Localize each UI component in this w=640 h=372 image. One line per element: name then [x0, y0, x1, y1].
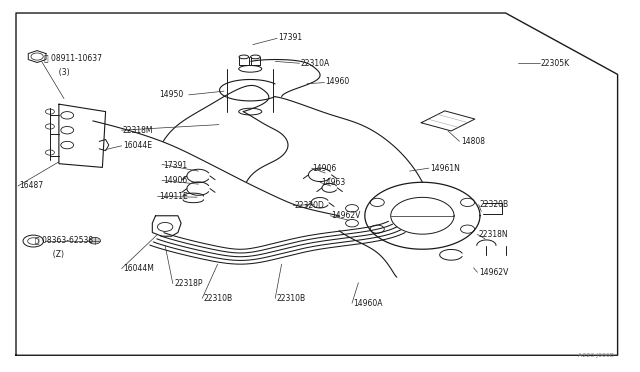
Circle shape	[89, 237, 100, 244]
Text: A223 J006B: A223 J006B	[579, 353, 614, 358]
Circle shape	[370, 225, 384, 233]
Text: 14960A: 14960A	[353, 299, 383, 308]
Text: 14962V: 14962V	[332, 211, 361, 220]
Circle shape	[461, 225, 475, 233]
Text: 14950: 14950	[159, 90, 183, 99]
Circle shape	[61, 126, 74, 134]
Text: 22310B: 22310B	[204, 294, 233, 303]
Text: 14963: 14963	[321, 178, 346, 187]
Text: (3): (3)	[54, 68, 70, 77]
Text: 22318P: 22318P	[174, 279, 203, 288]
Circle shape	[61, 112, 74, 119]
Circle shape	[370, 198, 384, 206]
Text: 16487: 16487	[19, 182, 44, 190]
Text: 22318N: 22318N	[479, 230, 508, 239]
Circle shape	[45, 109, 54, 114]
Text: 14962V: 14962V	[479, 268, 508, 277]
Text: 22320D: 22320D	[294, 201, 324, 210]
Text: 17391: 17391	[278, 33, 303, 42]
Text: 22310B: 22310B	[276, 294, 306, 303]
Text: 14911E: 14911E	[159, 192, 188, 201]
Text: 22320B: 22320B	[480, 200, 509, 209]
Text: 14960: 14960	[325, 77, 349, 86]
Text: 22305K: 22305K	[541, 59, 570, 68]
Circle shape	[45, 124, 54, 129]
Text: 14808: 14808	[461, 137, 485, 146]
Text: Ⓢ 08363-62538: Ⓢ 08363-62538	[35, 235, 93, 244]
Text: 14906: 14906	[163, 176, 188, 185]
Text: ⓝ 08911-10637: ⓝ 08911-10637	[44, 53, 102, 62]
Text: 17391: 17391	[163, 161, 188, 170]
Text: 16044M: 16044M	[123, 264, 154, 273]
Text: 22310A: 22310A	[301, 59, 330, 68]
Circle shape	[461, 198, 475, 206]
Text: 22318M: 22318M	[123, 126, 154, 135]
Circle shape	[45, 150, 54, 155]
Text: 14961N: 14961N	[430, 164, 460, 173]
Text: 14906: 14906	[312, 164, 337, 173]
Circle shape	[61, 141, 74, 149]
Text: (Z): (Z)	[48, 250, 64, 259]
Circle shape	[157, 222, 173, 231]
Text: 16044E: 16044E	[123, 141, 152, 150]
